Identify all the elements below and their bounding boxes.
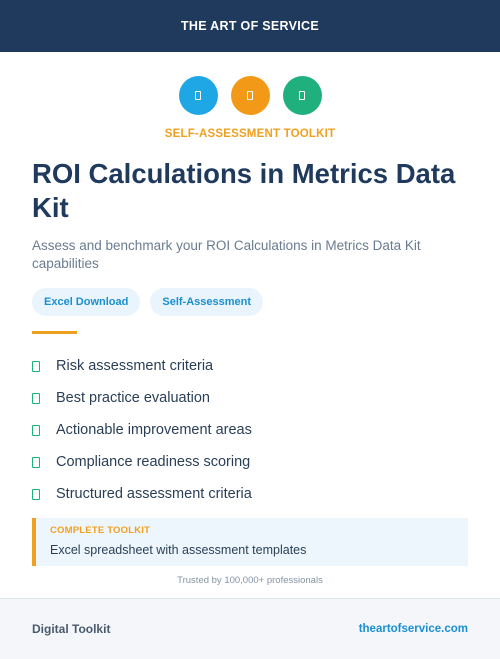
check-icon [32,456,40,468]
footer: Digital Toolkit theartofservice.com [0,598,500,659]
doc-icon-blue [178,76,218,115]
check-icon [32,424,40,436]
doc-icon [299,91,305,100]
check-icon [32,360,40,372]
feature-item: Best practice evaluation [32,382,472,414]
tag-excel-download: Excel Download [32,288,141,316]
tag-list: Excel Download Self-Assessment [32,288,264,316]
icon-row [0,76,500,115]
trust-note: Trusted by 100,000+ professionals [177,575,323,586]
feature-label: Risk assessment criteria [56,358,214,374]
feature-label: Actionable improvement areas [56,422,252,438]
doc-icon [247,91,253,100]
feature-list: Risk assessment criteria Best practice e… [32,350,472,510]
page-subtitle: Assess and benchmark your ROI Calculatio… [32,238,421,271]
accent-divider [32,331,77,334]
callout-label: COMPLETE TOOLKIT [50,525,151,536]
feature-label: Best practice evaluation [56,390,210,406]
feature-item: Actionable improvement areas [32,414,472,446]
footer-label: Digital Toolkit [32,622,111,636]
brand-name: THE ART OF SERVICE [180,19,320,33]
doc-icon-orange [230,76,270,115]
feature-label: Structured assessment criteria [56,486,252,502]
doc-icon [195,91,201,100]
kicker-label: SELF-ASSESSMENT TOOLKIT [164,128,336,140]
tag-self-assessment: Self-Assessment [150,288,264,316]
check-icon [32,488,40,500]
feature-item: Structured assessment criteria [32,478,472,510]
feature-label: Compliance readiness scoring [56,454,251,470]
toolkit-callout: COMPLETE TOOLKIT Excel spreadsheet with … [32,518,468,566]
feature-item: Risk assessment criteria [32,350,472,382]
feature-item: Compliance readiness scoring [32,446,472,478]
top-banner: THE ART OF SERVICE [0,0,500,52]
callout-text: Excel spreadsheet with assessment templa… [50,543,307,557]
doc-icon-green [282,76,322,115]
check-icon [32,392,40,404]
footer-website-link[interactable]: theartofservice.com [358,623,468,635]
page-title: ROI Calculations in Metrics Data Kit [32,158,456,223]
